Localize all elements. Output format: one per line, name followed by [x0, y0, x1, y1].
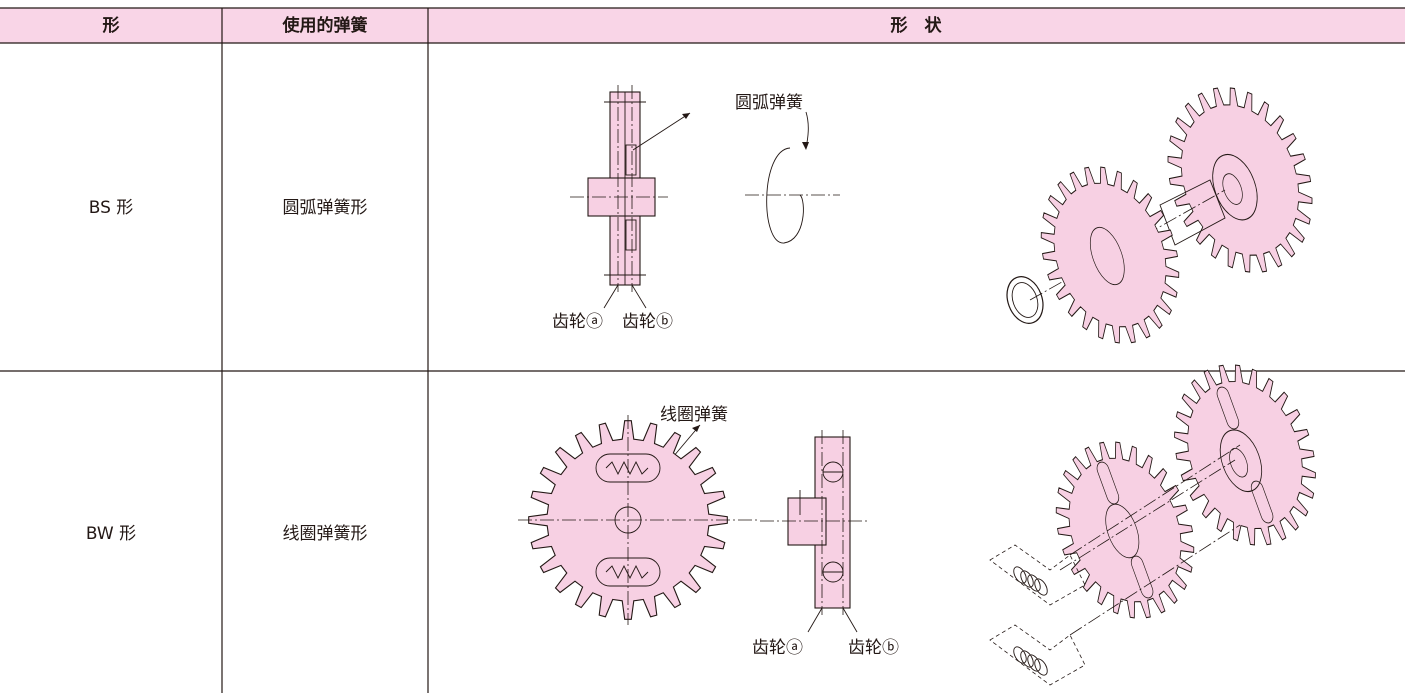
coil [1034, 658, 1048, 676]
gear-a-3d [1040, 166, 1180, 344]
table-grid [0, 7, 1405, 693]
coil [1013, 646, 1027, 664]
bw-front-view [518, 415, 758, 625]
coil [1027, 574, 1041, 592]
drawing-label: 线圈弹簧 [660, 405, 728, 425]
bw-side-view [661, 424, 870, 633]
slot [1216, 386, 1240, 430]
spring-guide [1069, 444, 1241, 556]
cell: 线圈弹簧形 [283, 524, 368, 544]
header-cell: 使用的弹簧 [282, 15, 368, 36]
slot [1096, 461, 1120, 505]
slot [1250, 480, 1274, 524]
retaining-ring [1006, 276, 1044, 324]
drawing-label: 齿轮ⓐ [552, 312, 603, 332]
header-bg [0, 8, 1405, 43]
coil [1013, 566, 1027, 584]
coil [1034, 578, 1048, 596]
gear-b-3d [1167, 87, 1313, 273]
coil-spring [605, 564, 649, 580]
retaining-ring [1011, 282, 1039, 318]
bore [1222, 173, 1243, 205]
slot [1130, 555, 1154, 599]
coil [1020, 570, 1034, 588]
spring-outline [989, 624, 1086, 686]
bs-side-view [570, 85, 840, 309]
bore [1105, 503, 1140, 559]
header-cell: 形 [103, 15, 120, 36]
bore [1229, 447, 1248, 478]
spring-outline [989, 544, 1086, 606]
bore [1089, 226, 1125, 286]
cell: BW 形 [86, 524, 136, 544]
gear-body [1040, 166, 1180, 344]
axis [1059, 459, 1236, 571]
cell: 圆弧弹簧形 [283, 198, 368, 218]
coil-spring [605, 460, 649, 476]
drawing-label: 圆弧弹簧 [735, 93, 803, 113]
coil [1027, 654, 1041, 672]
drawing-label: 齿轮ⓐ [752, 638, 803, 658]
cell: BS 形 [89, 198, 134, 218]
gear-a-3d [1055, 441, 1195, 619]
header-cell: 形 状 [891, 15, 943, 36]
gear-b-3d [1174, 364, 1316, 546]
coil [1020, 650, 1034, 668]
gear-body [1055, 441, 1195, 619]
spring-guide [1069, 524, 1241, 636]
drawing-label: 齿轮ⓑ [848, 638, 899, 658]
drawing-label: 齿轮ⓑ [622, 312, 673, 332]
